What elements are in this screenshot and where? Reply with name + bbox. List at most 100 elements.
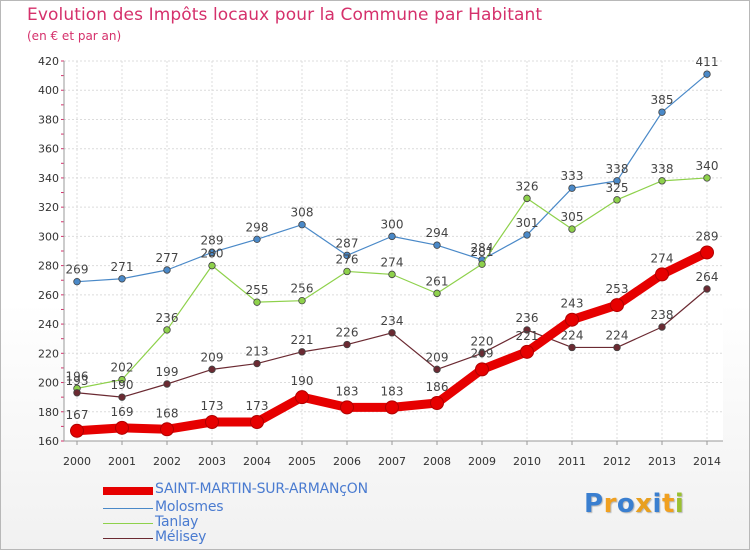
point-molosmes-2008 [433,241,441,249]
point-m-lisey-2007 [388,329,396,337]
data-label-saint-martin-sur-arman-on-2011: 243 [561,297,584,311]
data-label-molosmes-2007: 300 [381,217,404,231]
y-tick-label-360: 360 [38,143,59,156]
data-label-saint-martin-sur-arman-on-2014: 289 [696,229,719,243]
point-m-lisey-2011 [568,343,576,352]
point-tanlay-2011 [568,225,576,233]
data-label-tanlay-2013: 338 [651,162,674,176]
data-label-m-lisey-2006: 226 [336,326,359,340]
point-molosmes-2006 [343,251,351,260]
data-label-tanlay-2009: 281 [471,245,494,259]
data-label-saint-martin-sur-arman-on-2003: 173 [201,399,224,413]
y-tick-label-300: 300 [38,230,59,243]
point-tanlay-2006 [343,267,351,276]
data-label-m-lisey-2008: 209 [426,350,449,364]
point-tanlay-2014 [703,174,711,182]
data-label-saint-martin-sur-arman-on-2005: 190 [291,374,314,388]
data-label-saint-martin-sur-arman-on-2013: 274 [651,251,674,265]
y-tick-label-180: 180 [38,406,59,419]
point-m-lisey-2010 [523,326,531,334]
x-tick-label-2008: 2008 [423,455,451,468]
x-tick-label-2009: 2009 [468,455,496,468]
data-label-tanlay-2001: 202 [111,361,134,375]
point-saint-martin-sur-arman-on-2002 [160,422,174,437]
data-label-saint-martin-sur-arman-on-2006: 183 [336,384,359,398]
point-saint-martin-sur-arman-on-2014 [700,245,714,260]
data-label-molosmes-2003: 289 [201,233,224,247]
data-label-m-lisey-2014: 264 [696,270,719,284]
point-molosmes-2003 [208,248,216,257]
data-label-molosmes-2000: 269 [66,263,89,277]
data-label-tanlay-2008: 261 [426,274,449,288]
data-label-molosmes-2011: 333 [561,169,584,183]
data-label-molosmes-2004: 298 [246,220,269,234]
x-tick-label-2010: 2010 [513,455,541,468]
chart-title: Evolution des Impôts locaux pour la Comm… [27,5,543,25]
data-label-tanlay-2005: 256 [291,282,314,296]
data-label-m-lisey-2001: 190 [111,378,134,392]
point-m-lisey-2006 [343,340,351,349]
point-molosmes-2004 [253,235,261,244]
data-label-m-lisey-2010: 236 [516,311,539,325]
legend-swatch-saint-martin [103,487,153,495]
point-saint-martin-sur-arman-on-2008 [430,396,444,410]
data-label-tanlay-2004: 255 [246,283,269,297]
data-label-m-lisey-2000: 193 [66,374,89,388]
x-tick-label-2001: 2001 [108,455,136,468]
point-tanlay-2009 [478,260,486,268]
point-molosmes-2007 [388,232,396,241]
point-tanlay-2003 [208,261,216,270]
point-m-lisey-2000 [73,389,81,397]
data-label-m-lisey-2011: 224 [561,328,584,342]
y-tick-label-160: 160 [38,435,59,448]
legend-label-saint-martin: SAINT-MARTIN-SUR-ARMANçON [155,481,368,497]
data-label-tanlay-2010: 326 [516,179,539,193]
point-m-lisey-2002 [163,380,171,388]
point-saint-martin-sur-arman-on-2003 [205,415,219,429]
data-label-saint-martin-sur-arman-on-2004: 173 [246,399,269,413]
point-m-lisey-2001 [118,393,126,401]
x-tick-label-2011: 2011 [558,455,586,468]
point-tanlay-2012 [613,196,621,204]
y-tick-label-380: 380 [38,113,59,126]
legend-swatch-melisey [103,538,153,539]
x-tick-label-2005: 2005 [288,455,316,468]
data-label-m-lisey-2007: 234 [381,314,404,328]
data-label-m-lisey-2003: 209 [201,350,224,364]
y-tick-label-200: 200 [38,377,59,390]
point-molosmes-2010 [523,231,531,239]
point-tanlay-2001 [118,375,126,384]
x-tick-label-2003: 2003 [198,455,226,468]
data-label-molosmes-2006: 287 [336,236,359,250]
data-label-saint-martin-sur-arman-on-2010: 221 [516,329,539,343]
x-tick-label-2007: 2007 [378,455,406,468]
x-tick-label-2000: 2000 [63,455,91,468]
data-label-tanlay-2003: 280 [201,247,224,261]
point-m-lisey-2012 [613,343,621,352]
plot-area [64,61,723,441]
proxiti-logo: Proxiti [584,489,685,519]
point-molosmes-2011 [568,184,576,192]
data-label-tanlay-2014: 340 [696,159,719,173]
data-label-tanlay-2011: 305 [561,210,584,224]
data-label-molosmes-2001: 271 [111,260,134,274]
point-tanlay-2008 [433,289,441,298]
data-label-saint-martin-sur-arman-on-2008: 186 [426,380,449,394]
x-tick-label-2012: 2012 [603,455,631,468]
data-label-molosmes-2005: 308 [291,206,314,220]
data-label-tanlay-2007: 274 [381,255,404,269]
x-tick-label-2006: 2006 [333,455,361,468]
data-label-saint-martin-sur-arman-on-2012: 253 [606,282,629,296]
data-label-molosmes-2012: 338 [606,162,629,176]
point-m-lisey-2013 [658,323,666,331]
point-molosmes-2014 [703,70,711,78]
data-label-m-lisey-2012: 224 [606,328,629,342]
data-label-tanlay-2002: 236 [156,311,179,325]
y-tick-label-340: 340 [38,172,59,185]
point-tanlay-2013 [658,177,666,185]
data-label-molosmes-2010: 301 [516,216,539,230]
point-saint-martin-sur-arman-on-2005 [295,390,309,405]
point-tanlay-2007 [388,270,396,279]
